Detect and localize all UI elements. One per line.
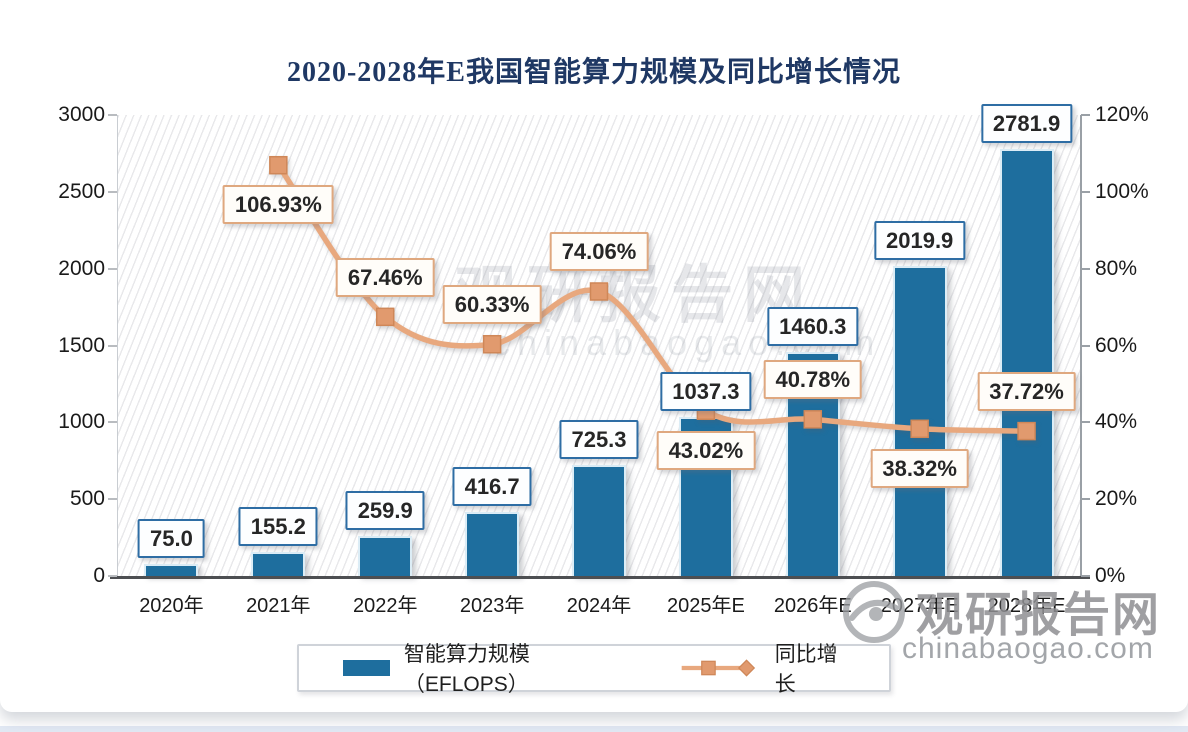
page-bottom-strip bbox=[0, 726, 1188, 732]
y-axis-left-tick-label: 0 bbox=[93, 564, 105, 587]
y-axis-left-tickmark bbox=[108, 114, 117, 116]
y-axis-right-tick-label: 120% bbox=[1095, 103, 1149, 126]
bar-value-label-2027年E: 2019.9 bbox=[874, 220, 966, 260]
growth-value-label-2024年: 74.06% bbox=[549, 232, 649, 272]
legend-bar-series-label: 智能算力规模（EFLOPS） bbox=[403, 643, 530, 696]
y-axis-right-tickmark bbox=[1081, 114, 1090, 116]
x-axis-label: 2022年 bbox=[352, 595, 418, 617]
y-axis-left-tickmark bbox=[108, 190, 117, 193]
y-axis-left-tick-label: 3000 bbox=[58, 103, 105, 126]
y-axis-right-tick-label: 20% bbox=[1095, 487, 1138, 511]
y-axis-right-tickmark bbox=[1081, 421, 1090, 424]
bar-2028年E bbox=[999, 148, 1054, 576]
y-axis-right-tick-label: 100% bbox=[1095, 179, 1149, 203]
y-axis-right-tick-label: 0% bbox=[1095, 564, 1126, 587]
x-axis-label: 2020年 bbox=[139, 595, 204, 617]
watermark-corner-text: 观研报告网 bbox=[916, 588, 1161, 641]
chart-card: 2020-2028年E我国智能算力规模及同比增长情况 观研报告网 chinaba… bbox=[58, 57, 1161, 696]
y-axis-right-tickmark bbox=[1081, 344, 1090, 347]
bar-value-label-2028年E: 2781.9 bbox=[980, 103, 1073, 143]
y-axis-right-tickmark bbox=[1081, 498, 1090, 501]
bar-value-label-2020年: 75.0 bbox=[138, 519, 205, 559]
legend: 智能算力规模（EFLOPS） 同比增长 bbox=[297, 643, 891, 696]
y-axis-right-tick-label: 60% bbox=[1095, 333, 1138, 357]
x-axis-label: 2023年 bbox=[459, 595, 525, 617]
growth-value-label-2028年E: 37.72% bbox=[977, 372, 1076, 412]
bar-value-label-2025年E: 1037.3 bbox=[660, 371, 752, 411]
growth-value-label-2027年E: 38.32% bbox=[870, 448, 969, 488]
y-axis-right-tick-label: 40% bbox=[1095, 410, 1138, 434]
x-axis-line bbox=[110, 576, 1090, 579]
watermark-corner-domain: chinabaogao.com bbox=[902, 632, 1154, 665]
y-axis-left-tick-label: 500 bbox=[69, 487, 105, 511]
growth-value-label-2021年: 106.93% bbox=[222, 185, 334, 225]
bar-2021年 bbox=[251, 552, 306, 576]
y-axis-left-tickmark bbox=[108, 344, 117, 347]
bar-value-label-2022年: 259.9 bbox=[345, 491, 425, 531]
y-axis-left-tickmark bbox=[108, 421, 117, 424]
bar-2024年 bbox=[572, 464, 626, 576]
x-axis-label: 2024年 bbox=[566, 595, 632, 617]
bar-2027年E bbox=[892, 265, 947, 576]
x-axis-label: 2021年 bbox=[246, 595, 311, 617]
y-axis-left-tick-label: 1000 bbox=[58, 410, 105, 434]
bar-value-label-2026年E: 1460.3 bbox=[767, 306, 859, 346]
y-axis-left-tickmark bbox=[108, 498, 117, 501]
growth-value-label-2023年: 60.33% bbox=[442, 285, 542, 325]
y-axis-left-tick-label: 2500 bbox=[58, 179, 105, 203]
y-axis-left-tickmark bbox=[108, 575, 117, 577]
bar-2022年 bbox=[358, 536, 413, 576]
y-axis-right-tick-label: 80% bbox=[1095, 256, 1138, 280]
legend-line-marker-icon bbox=[682, 659, 756, 677]
x-axis-label: 2028年E bbox=[987, 595, 1066, 617]
x-axis-label: 2026年E bbox=[773, 595, 852, 617]
y-axis-right-tickmark bbox=[1081, 575, 1090, 577]
y-axis-left-tick-label: 1500 bbox=[58, 333, 105, 357]
y-axis-left-tick-label: 2000 bbox=[58, 256, 105, 280]
growth-value-label-2022年: 67.46% bbox=[335, 257, 435, 297]
bar-value-label-2021年: 155.2 bbox=[238, 507, 318, 547]
bar-value-label-2023年: 416.7 bbox=[452, 466, 532, 506]
bar-2023年 bbox=[465, 511, 520, 576]
growth-value-label-2025年E: 43.02% bbox=[656, 430, 756, 470]
chart-title: 2020-2028年E我国智能算力规模及同比增长情况 bbox=[286, 57, 901, 88]
y-axis-right-tickmark bbox=[1081, 190, 1090, 193]
y-axis-right-tickmark bbox=[1081, 267, 1090, 270]
y-axis-left-tickmark bbox=[108, 267, 117, 270]
watermark-eye-logo-icon bbox=[843, 581, 905, 643]
y-axis-left-line bbox=[117, 115, 118, 577]
legend-bar-swatch bbox=[343, 660, 390, 676]
growth-value-label-2026年E: 40.78% bbox=[763, 360, 863, 400]
bar-2020年 bbox=[144, 564, 199, 576]
legend-line-series-label: 同比增长 bbox=[774, 643, 838, 696]
x-axis-label: 2025年E bbox=[666, 595, 745, 617]
bar-value-label-2024年: 725.3 bbox=[559, 419, 639, 459]
